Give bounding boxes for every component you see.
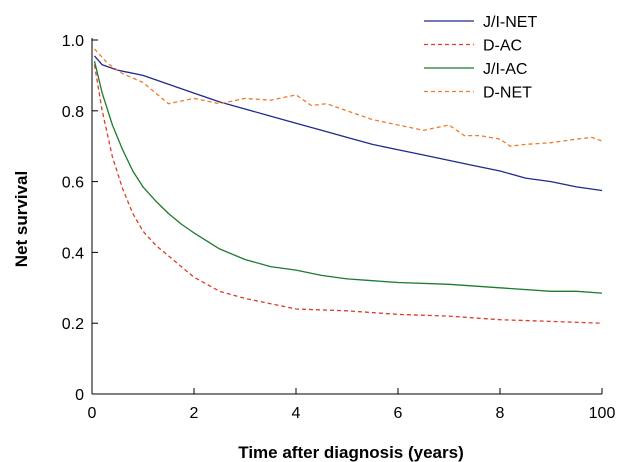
series-line-d-ac xyxy=(93,64,603,324)
y-tick-label: 0.4 xyxy=(62,245,84,262)
legend-label: J/I-AC xyxy=(483,61,527,78)
x-tick-label: 100 xyxy=(589,405,616,422)
series-line-j-i-ac xyxy=(93,61,603,294)
legend: J/I-NET D-AC J/I-AC D-NET xyxy=(424,14,537,102)
y-tick-label: 1.0 xyxy=(62,33,84,50)
x-tick-label: 4 xyxy=(292,405,301,422)
tick-labels: 0 2 4 6 8 100 0 0.2 0.4 0.6 0.8 1.0 xyxy=(62,33,616,422)
legend-label: D-AC xyxy=(483,38,522,55)
y-tick-label: 0.6 xyxy=(62,175,84,192)
axes xyxy=(91,38,603,395)
y-axis-title: Net survival xyxy=(12,171,31,267)
y-tick-label: 0.8 xyxy=(62,104,84,121)
x-axis-title: Time after diagnosis (years) xyxy=(238,443,464,462)
y-tick-label: 0 xyxy=(75,387,84,404)
x-tick-label: 2 xyxy=(190,405,199,422)
x-tick-label: 0 xyxy=(88,405,97,422)
x-tick-label: 8 xyxy=(496,405,505,422)
plot-area xyxy=(93,48,603,324)
series-line-d-net xyxy=(94,48,603,147)
y-tick-label: 0.2 xyxy=(62,316,84,333)
series-line-j-i-net xyxy=(94,55,603,192)
legend-label: J/I-NET xyxy=(483,14,537,31)
x-tick-label: 6 xyxy=(394,405,403,422)
legend-label: D-NET xyxy=(483,85,532,102)
